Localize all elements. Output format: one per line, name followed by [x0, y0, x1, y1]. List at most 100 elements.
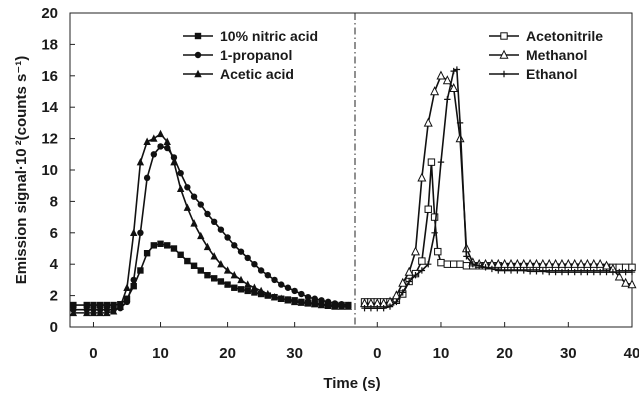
- legend-marker: [194, 69, 202, 78]
- data-point: [621, 277, 631, 287]
- data-point: [264, 271, 272, 279]
- data-point: [367, 304, 375, 312]
- data-point: [137, 229, 144, 236]
- data-point: [150, 242, 158, 249]
- data-point: [170, 157, 178, 166]
- series-acetic-acid: [69, 129, 352, 317]
- data-point: [425, 261, 432, 268]
- data-point: [404, 266, 414, 276]
- data-point: [290, 297, 299, 306]
- data-point: [538, 258, 548, 268]
- data-point: [423, 117, 433, 127]
- data-point: [210, 252, 218, 260]
- data-point: [109, 307, 118, 315]
- data-point: [264, 289, 272, 298]
- data-point: [136, 157, 145, 166]
- data-point: [418, 257, 426, 265]
- data-point: [531, 258, 541, 268]
- data-point: [311, 300, 319, 308]
- data-point: [184, 184, 191, 191]
- data-point: [237, 286, 245, 293]
- data-point: [304, 299, 312, 307]
- data-point: [143, 137, 151, 145]
- data-point: [431, 229, 438, 236]
- x-tick-label: 30: [286, 345, 303, 362]
- y-axis-title: Emission signal·10 ²(counts s⁻¹): [13, 56, 30, 284]
- data-point: [563, 258, 573, 268]
- y-tick-label: 4: [50, 256, 59, 273]
- data-point: [277, 294, 285, 302]
- data-point: [337, 302, 346, 310]
- data-point: [244, 254, 251, 262]
- data-point: [317, 300, 326, 309]
- data-point: [482, 264, 489, 271]
- data-point: [603, 268, 610, 276]
- data-point: [589, 258, 599, 268]
- data-point: [224, 281, 231, 288]
- series-layer: [69, 66, 637, 317]
- data-point: [427, 158, 436, 166]
- legend-item: Methanol: [489, 47, 587, 63]
- x-tick-label: 0: [89, 345, 97, 362]
- data-point: [436, 70, 446, 80]
- legend-marker: [499, 49, 509, 59]
- data-point: [444, 96, 451, 103]
- y-tick-label: 6: [50, 225, 58, 242]
- data-point: [251, 261, 258, 268]
- data-point: [456, 260, 464, 268]
- data-point: [304, 293, 312, 301]
- data-point: [628, 268, 636, 276]
- data-point: [217, 278, 225, 285]
- legend-item: Acetic acid: [183, 66, 294, 82]
- data-point: [270, 292, 279, 301]
- data-point: [176, 184, 185, 193]
- y-tick-label: 10: [41, 162, 58, 179]
- series-line: [73, 145, 349, 311]
- data-point: [520, 267, 527, 274]
- data-point: [595, 258, 605, 268]
- data-point: [103, 308, 111, 317]
- data-point: [130, 276, 137, 284]
- y-tick-label: 20: [41, 5, 58, 22]
- data-point: [143, 250, 151, 257]
- data-point: [298, 290, 305, 298]
- data-point: [456, 119, 464, 127]
- data-point: [130, 282, 137, 290]
- data-point: [123, 283, 131, 291]
- data-point: [116, 302, 124, 310]
- x-tick-label: 20: [496, 345, 513, 362]
- data-point: [546, 268, 553, 276]
- data-point: [410, 246, 421, 256]
- data-point: [90, 301, 97, 309]
- data-point: [156, 129, 165, 138]
- data-point: [177, 169, 184, 177]
- data-point: [424, 205, 432, 213]
- data-point: [577, 268, 585, 276]
- data-point: [507, 267, 515, 274]
- legend-marker: [194, 32, 202, 40]
- legend-item: 1-propanol: [183, 47, 292, 63]
- data-point: [398, 277, 408, 287]
- data-point: [399, 289, 406, 296]
- data-point: [251, 289, 258, 296]
- legend-label: Acetic acid: [220, 66, 294, 82]
- series-ethanol: [361, 66, 636, 312]
- data-point: [590, 268, 597, 276]
- x-tick-label: 10: [152, 345, 169, 362]
- data-point: [69, 308, 78, 317]
- data-point: [311, 295, 318, 302]
- data-point: [430, 86, 440, 96]
- legend-marker: [500, 32, 508, 40]
- x-tick-label: 0: [373, 345, 381, 362]
- data-point: [123, 298, 131, 306]
- data-point: [103, 301, 111, 309]
- x-tick-label: 30: [560, 345, 577, 362]
- data-point: [177, 251, 184, 258]
- data-point: [197, 267, 204, 274]
- data-point: [412, 271, 419, 279]
- data-point: [437, 158, 445, 166]
- data-point: [393, 298, 400, 306]
- data-point: [291, 287, 298, 295]
- data-point: [616, 268, 623, 276]
- data-point: [324, 301, 332, 310]
